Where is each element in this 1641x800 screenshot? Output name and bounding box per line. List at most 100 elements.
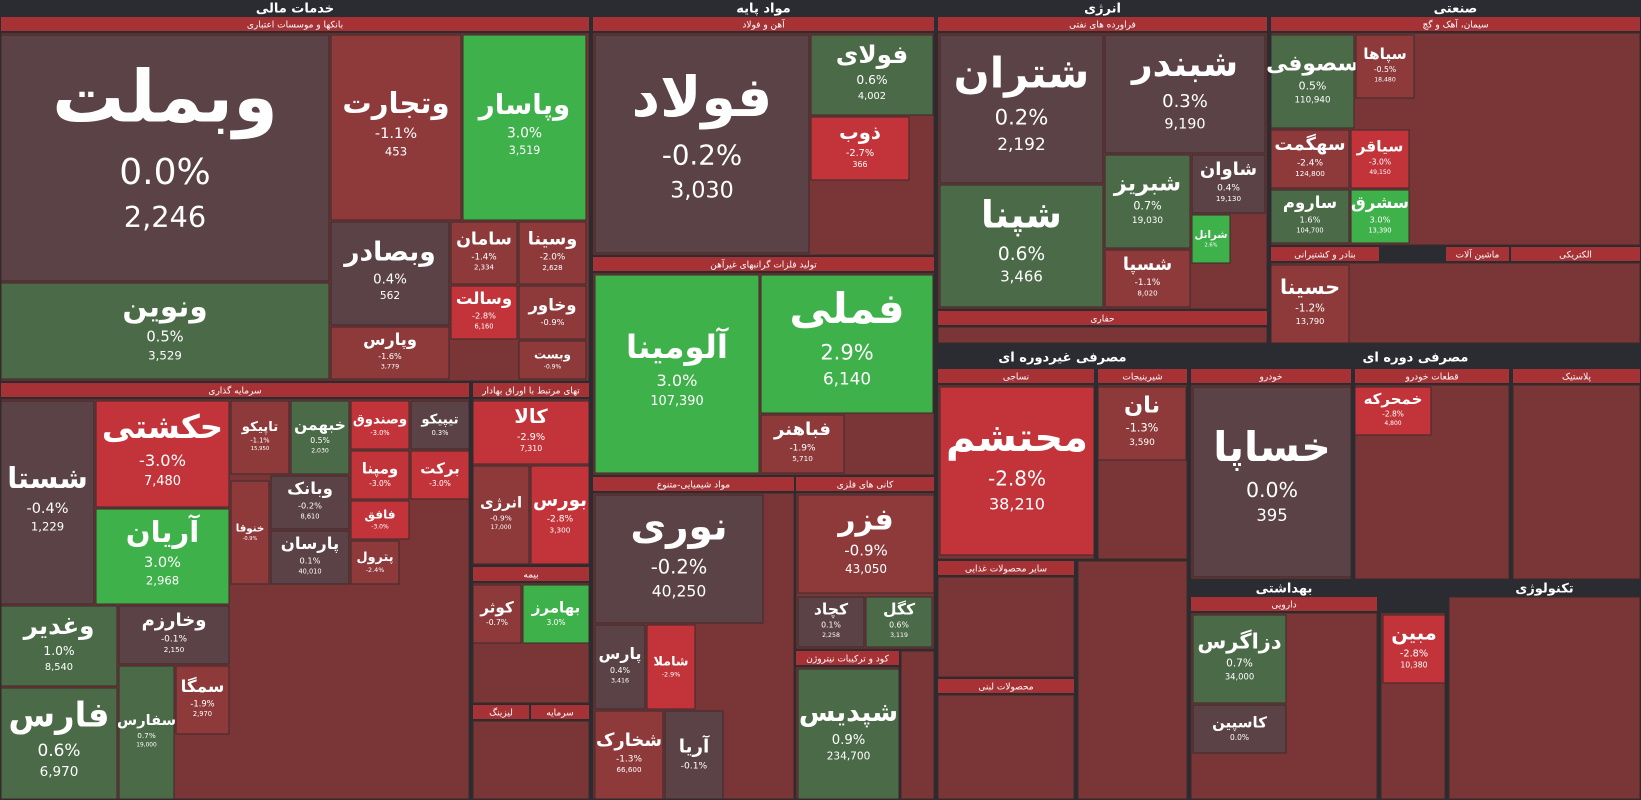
tile-name: وسالت (456, 289, 512, 309)
tile-name: برکت (420, 460, 460, 478)
tile-change: 0.1% (300, 556, 321, 566)
tile-change: -1.3% (616, 755, 642, 765)
tile-value: 13,390 (1368, 226, 1391, 234)
tile-bg (518, 340, 587, 380)
tile-change: -0.5% (1374, 65, 1396, 74)
tile-value: 2,192 (997, 134, 1045, 154)
tile-name: کوثر (479, 598, 514, 616)
group-header-bar (473, 383, 589, 397)
tile-change: 0.3% (432, 429, 449, 437)
tile-bg (230, 400, 290, 475)
tile: وبانک -0.2%8,610 (270, 475, 350, 530)
tile-change: -3.0% (429, 479, 451, 488)
tile-bg (1192, 614, 1287, 704)
tile: سپاها-0.5% 18,480 (1355, 34, 1415, 99)
tile-bg (594, 274, 760, 474)
tile-change: -0.9% (844, 541, 888, 559)
group-header-bar (1355, 369, 1509, 383)
tile-value: 2,334 (474, 264, 495, 272)
group-title: بانکها و موسسات اعتباری (247, 21, 343, 31)
tile-change: 3.0% (1370, 215, 1391, 225)
group-header-bar (1, 383, 469, 397)
sector-header-bar (593, 1, 934, 15)
tile-value: 43,050 (845, 562, 887, 576)
tile-change: -2.8% (472, 311, 496, 321)
group-title: ماشین آلات (1456, 249, 1500, 261)
tile: وسینا -2.0%2,628 (518, 221, 587, 285)
tile-change: 0.0% (1246, 478, 1298, 502)
tile-bg (350, 500, 410, 540)
tile-bg (797, 668, 900, 800)
tile: شسپا -1.1%8,020 (1104, 249, 1191, 308)
group-title: تولید فلزات گرانبهای غیرآهن (710, 259, 817, 271)
tile-bg (797, 494, 935, 594)
group-title: سرمایه (546, 709, 573, 719)
tile-bg (450, 285, 518, 340)
tile-bg (95, 400, 230, 508)
tile-value: 49,150 (1369, 169, 1391, 176)
tile-value: 3,416 (611, 677, 629, 684)
tile-name: فملی (789, 284, 904, 333)
tile-bg (594, 494, 764, 624)
tile-bg (350, 540, 400, 585)
tile-value: 395 (1256, 506, 1287, 525)
tile: فولای 0.6% 4,002 (810, 34, 934, 116)
tile-name: پارس (599, 644, 642, 664)
tile-change: 0.6% (998, 244, 1045, 265)
tile-bg (1382, 614, 1446, 684)
tile-value: 453 (385, 145, 407, 159)
tile-change: -2.8% (988, 467, 1046, 491)
tile-value: 40,010 (298, 567, 321, 575)
tile: ومپنا-3.0% (350, 450, 410, 500)
tile-value: 4,002 (858, 91, 886, 102)
tile-name: شتران (954, 49, 1090, 99)
tile-change: -1.1% (375, 125, 417, 142)
tile-name: فزر (836, 502, 894, 537)
group-header-bar (1271, 247, 1379, 261)
tile-name: خنوقا (236, 522, 265, 534)
tile-bg (797, 596, 865, 648)
tile-name: سشرق (1351, 193, 1409, 213)
group-header-bar (938, 369, 1094, 383)
tile-change: 0.7% (1133, 200, 1161, 213)
tile-change: 3.0% (507, 126, 542, 142)
tile-change: 0.7% (137, 731, 156, 740)
tile-value: 2,970 (193, 710, 212, 718)
tile: شاوان 0.4%19,130 (1191, 154, 1266, 214)
tile-bg (270, 475, 350, 530)
group-header-bar (473, 567, 589, 581)
tile-name: حسینا (1280, 275, 1340, 299)
tile-name: خساپا (1213, 423, 1331, 471)
tile-name: خبهمن (294, 416, 346, 434)
tile-value: 10,380 (1400, 660, 1427, 669)
group-header-bar (1, 17, 589, 31)
tile-bg (810, 116, 910, 181)
tile: وغدیر 1.0% 8,540 (0, 605, 118, 687)
tile-change: 1.0% (43, 644, 74, 658)
tile: سشرق 3.0%13,390 (1350, 189, 1410, 244)
tile-change: 0.3% (1162, 91, 1208, 112)
tile: وبملت 0.0% 2,246 (0, 34, 330, 282)
tile: شپدیس 0.9% 234,700 (797, 668, 900, 800)
tile: کالا -2.9%7,310 (472, 400, 590, 465)
tile: شتران 0.2% 2,192 (939, 34, 1104, 184)
tile-value: 9,190 (1164, 116, 1205, 132)
tile: مبین -2.8%10,380 (1382, 614, 1446, 684)
tile-bg (350, 400, 410, 450)
tile-bg (810, 34, 934, 116)
tile-bg (518, 221, 587, 285)
tile-bg (865, 596, 933, 648)
tile-name: مبین (1391, 621, 1437, 644)
tile-value: 3,529 (148, 348, 182, 362)
tile-bg (1270, 34, 1355, 129)
tile-value: 34,000 (1225, 671, 1254, 681)
sector-title: صنعتی (1434, 2, 1478, 17)
tile-bg (1104, 34, 1266, 154)
tile-change: -3.0% (369, 479, 391, 488)
tile-value: 38,210 (989, 494, 1045, 513)
tile-bg (330, 34, 462, 221)
tile-bg (760, 414, 845, 474)
group-title: آهن و فولاد (742, 19, 785, 31)
tile-bg (1191, 214, 1231, 264)
